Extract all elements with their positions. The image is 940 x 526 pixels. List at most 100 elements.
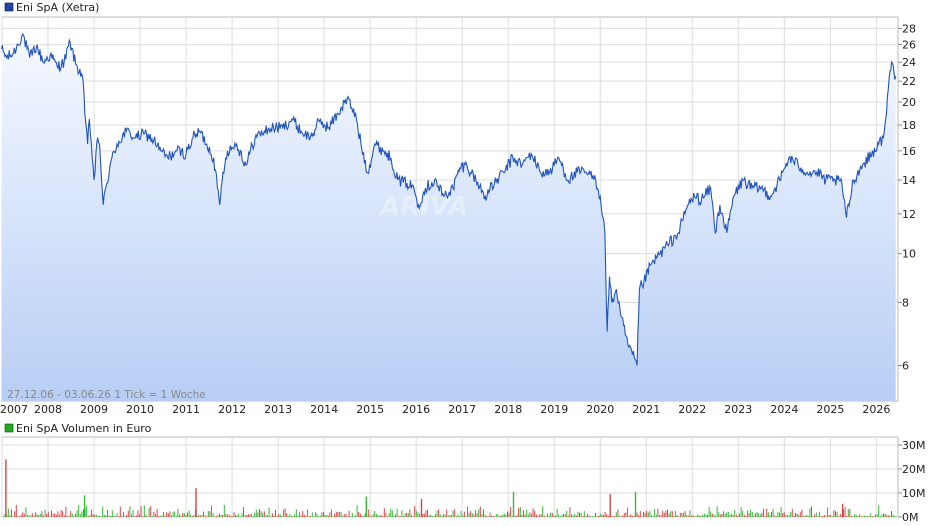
volume-bar <box>876 514 878 517</box>
volume-bar <box>537 515 539 517</box>
price-y-tick-label: 16 <box>902 145 916 158</box>
volume-bar <box>444 514 446 517</box>
volume-bar <box>147 516 148 517</box>
volume-bar <box>705 514 707 517</box>
price-area <box>1 34 896 401</box>
volume-bar <box>449 515 451 517</box>
volume-bar <box>759 514 761 517</box>
volume-bar <box>27 515 28 517</box>
volume-bar <box>796 514 798 517</box>
volume-bar <box>521 514 523 517</box>
volume-bar <box>20 514 22 517</box>
volume-bar <box>404 513 406 517</box>
volume-bar <box>201 514 203 517</box>
volume-bar <box>316 513 318 517</box>
volume-bar <box>134 516 136 517</box>
volume-bar <box>236 515 238 517</box>
volume-bar <box>174 511 176 517</box>
volume-bar <box>151 515 153 517</box>
volume-bar <box>196 516 198 517</box>
volume-bar <box>371 516 372 517</box>
volume-bar <box>139 514 140 517</box>
volume-bar <box>246 515 248 517</box>
volume-bar <box>508 512 510 517</box>
volume-bar <box>284 508 286 517</box>
volume-bar <box>4 513 6 517</box>
volume-bar <box>329 512 331 517</box>
volume-bar <box>127 510 129 517</box>
volume-bar <box>12 516 14 517</box>
volume-bar <box>419 513 420 517</box>
volume-bar <box>577 511 579 517</box>
volume-bar <box>57 511 59 517</box>
volume-bar <box>756 512 758 517</box>
volume-bar <box>243 507 244 517</box>
volume-bar <box>324 515 326 517</box>
volume-bar <box>871 516 873 517</box>
volume-bar <box>863 515 865 517</box>
volume-bar <box>887 515 889 517</box>
volume-bar <box>563 514 564 517</box>
volume-bar <box>14 511 16 517</box>
volume-bar <box>791 508 793 517</box>
volume-bar <box>300 515 302 517</box>
volume-bar <box>622 515 624 517</box>
volume-bar <box>847 509 849 517</box>
volume-bar <box>41 511 43 517</box>
volume-bar <box>308 516 310 517</box>
volume-bar <box>695 516 697 517</box>
volume-bar <box>811 506 812 517</box>
volume-bar <box>662 510 664 517</box>
volume-bar <box>679 513 681 517</box>
volume-bar <box>815 512 817 517</box>
volume-bar <box>33 515 35 517</box>
volume-bar <box>411 515 412 517</box>
volume-bar <box>431 516 433 517</box>
volume-bar <box>713 514 715 517</box>
volume-bar <box>809 508 811 517</box>
volume-bar <box>727 511 729 517</box>
volume-bar <box>209 511 211 517</box>
volume-bar <box>115 515 116 517</box>
volume-bar <box>214 516 216 517</box>
volume-bar <box>571 514 572 517</box>
volume-bar <box>526 509 528 517</box>
volume-bar <box>830 515 832 517</box>
volume-bar <box>782 513 784 517</box>
volume-spike-bar <box>83 495 86 517</box>
volume-bar <box>79 514 81 517</box>
volume-bar <box>391 510 393 517</box>
volume-bar <box>163 512 164 517</box>
volume-bar <box>833 510 835 517</box>
volume-y-tick-label: 20M <box>902 463 926 476</box>
x-tick-label: 2026 <box>862 403 890 416</box>
volume-bar <box>78 504 80 517</box>
volume-bar <box>374 511 376 517</box>
volume-bar <box>663 512 665 517</box>
volume-bar <box>860 515 862 517</box>
volume-bar <box>137 510 139 517</box>
volume-bar <box>204 515 206 517</box>
volume-bar <box>451 515 452 517</box>
volume-bar <box>588 515 590 517</box>
volume-bar <box>452 510 454 517</box>
volume-bar <box>817 516 819 517</box>
volume-bar <box>542 506 544 517</box>
volume-bar <box>385 512 387 517</box>
volume-bar <box>558 514 560 517</box>
volume-bar <box>430 514 432 517</box>
volume-bar <box>113 515 115 517</box>
volume-bar <box>849 509 851 517</box>
volume-bar <box>627 507 628 517</box>
volume-bar <box>110 516 112 517</box>
volume-bar <box>183 513 185 517</box>
volume-bar <box>238 513 240 517</box>
volume-bar <box>614 515 616 517</box>
volume-bar <box>575 515 577 517</box>
volume-bar <box>15 504 17 517</box>
volume-bar <box>873 516 875 517</box>
volume-spike-bar <box>512 491 515 517</box>
volume-bar <box>177 508 179 517</box>
volume-bar <box>729 514 731 517</box>
x-tick-label: 2019 <box>540 403 568 416</box>
